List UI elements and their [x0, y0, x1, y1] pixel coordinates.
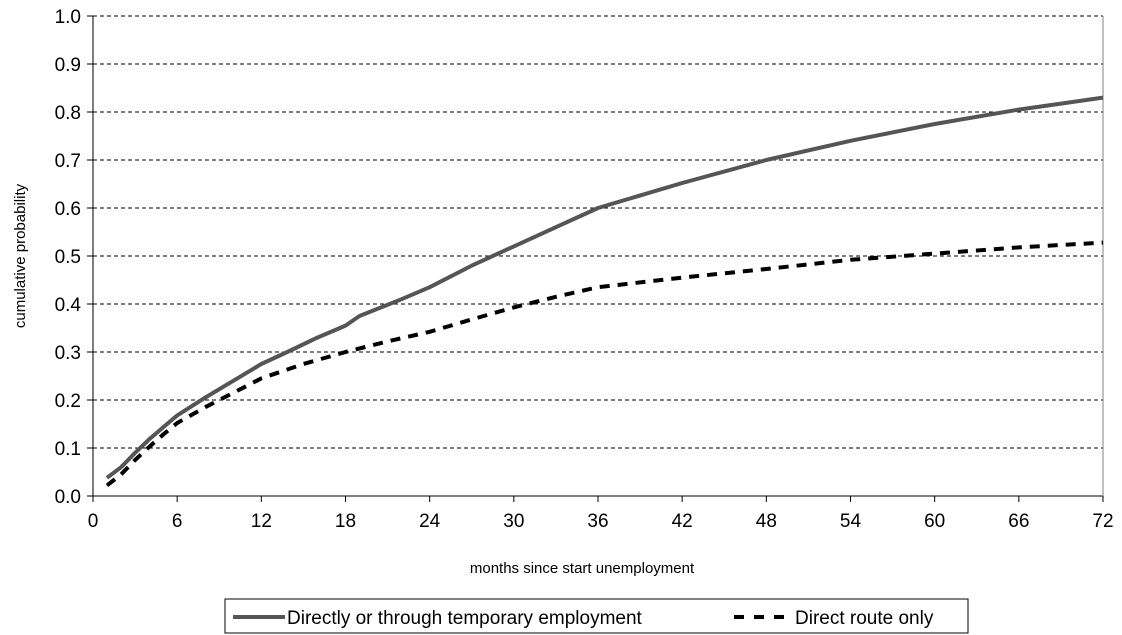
x-tick-label: 18	[335, 511, 356, 532]
y-tick-label: 0.4	[55, 295, 82, 316]
x-tick-label: 0	[88, 511, 99, 532]
legend-box	[224, 598, 969, 634]
y-tick-label: 0.5	[55, 247, 81, 268]
legend-label-series-2: Direct route only	[795, 608, 934, 629]
y-axis-ticks: 0.0 0.1 0.2 0.3 0.4 0.5 0.6 0.7 0.8 0.9 1.0	[55, 7, 93, 508]
x-tick-label: 48	[756, 511, 777, 532]
y-tick-label: 0.3	[55, 343, 81, 364]
x-tick-label: 60	[924, 511, 945, 532]
x-tick-label: 36	[587, 511, 608, 532]
gridlines	[93, 15, 1103, 449]
series-lines	[105, 95, 1104, 487]
series-line-2	[105, 240, 1104, 487]
y-tick-label: 0.7	[55, 151, 81, 172]
x-tick-label: 66	[1008, 511, 1029, 532]
legend-label-series-1: Directly or through temporary employment	[287, 608, 643, 629]
x-axis-ticks: 0 6 12 18 24 30 36 42 48 54 60 66 72	[88, 496, 1114, 532]
x-axis-title: months since start unemployment	[470, 560, 695, 577]
x-tick-label: 72	[1092, 511, 1113, 532]
x-tick-label: 6	[172, 511, 183, 532]
y-tick-label: 0.1	[55, 439, 81, 460]
x-tick-label: 12	[251, 511, 272, 532]
x-tick-label: 42	[672, 511, 693, 532]
y-tick-label: 0.2	[55, 391, 81, 412]
y-tick-label: 0.0	[55, 487, 81, 508]
y-tick-label: 0.9	[55, 55, 81, 76]
x-tick-label: 24	[419, 511, 441, 532]
legend: Directly or through temporary employment…	[224, 598, 969, 634]
x-tick-label: 30	[503, 511, 524, 532]
x-tick-label: 54	[840, 511, 862, 532]
axes	[92, 16, 1104, 497]
series-line-1	[105, 95, 1104, 480]
y-tick-label: 1.0	[55, 7, 81, 28]
y-tick-label: 0.8	[55, 103, 81, 124]
y-tick-label: 0.6	[55, 199, 81, 220]
y-axis-title: cumulative probability	[12, 183, 29, 328]
